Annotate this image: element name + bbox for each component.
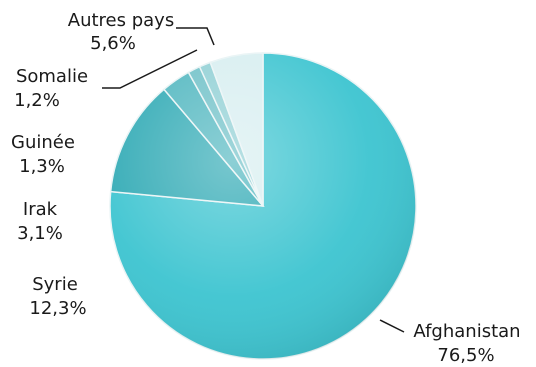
label-guinee-name: Guinée bbox=[11, 132, 75, 153]
label-irak-value: 3,1% bbox=[17, 223, 63, 244]
label-afghanistan-value: 76,5% bbox=[437, 345, 494, 366]
label-somalie-value: 1,2% bbox=[14, 90, 60, 111]
label-syrie-name: Syrie bbox=[32, 274, 78, 295]
label-somalie-name: Somalie bbox=[16, 66, 88, 87]
leader-line-autres-pays bbox=[176, 27, 215, 46]
label-guinee-value: 1,3% bbox=[19, 156, 65, 177]
label-autres-pays-value: 5,6% bbox=[90, 33, 136, 54]
leader-line-somalie bbox=[102, 49, 198, 89]
pie-slices bbox=[109, 52, 417, 360]
leader-line-afghanistan bbox=[379, 319, 405, 333]
label-irak-name: Irak bbox=[23, 199, 58, 220]
label-autres-pays-name: Autres pays bbox=[68, 10, 174, 31]
label-afghanistan-name: Afghanistan bbox=[413, 321, 520, 342]
label-syrie-value: 12,3% bbox=[29, 298, 86, 319]
